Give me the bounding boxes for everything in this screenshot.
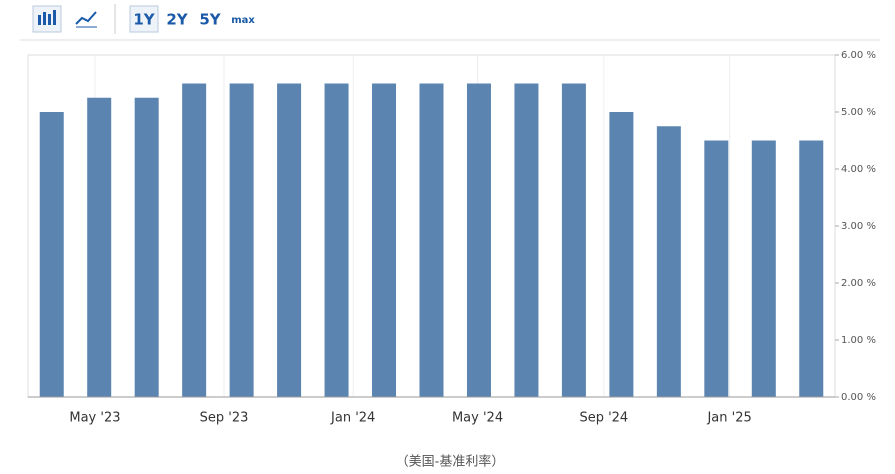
- y-tick-label: 6.00 %: [841, 50, 876, 61]
- toolbar: 1Y 2Y 5Y max: [32, 4, 255, 34]
- y-tick-label: 1.00 %: [841, 335, 876, 346]
- bar: [372, 83, 397, 397]
- range-1y[interactable]: 1Y: [133, 11, 155, 29]
- icon: [38, 15, 41, 25]
- bar: [39, 112, 64, 397]
- x-tick-label: May '24: [452, 411, 503, 426]
- x-tick-label: Jan '24: [330, 411, 375, 426]
- bar: [609, 112, 634, 397]
- bar: [799, 140, 824, 397]
- x-tick-label: Sep '24: [579, 411, 628, 426]
- line-view-button[interactable]: [75, 11, 97, 25]
- bar: [751, 140, 776, 397]
- bar: [87, 97, 112, 397]
- bar: [324, 83, 349, 397]
- range-button[interactable]: [129, 5, 159, 33]
- bar: [419, 83, 444, 397]
- bar: [561, 83, 586, 397]
- x-tick-label: May '23: [69, 411, 120, 426]
- range-5y[interactable]: 5Y: [199, 11, 221, 29]
- range-max[interactable]: max: [231, 15, 255, 26]
- bar: [182, 83, 207, 397]
- icon: [43, 12, 46, 25]
- y-tick-label: 2.00 %: [841, 278, 876, 289]
- x-tick-label: Jan '25: [706, 411, 751, 426]
- bar: [514, 83, 539, 397]
- x-tick-label: Sep '23: [200, 411, 249, 426]
- icon: [53, 10, 56, 25]
- y-tick-label: 4.00 %: [841, 164, 876, 175]
- icon: [48, 14, 51, 25]
- bar: [277, 83, 302, 397]
- y-tick-label: 5.00 %: [841, 107, 876, 118]
- bar: [229, 83, 254, 397]
- caption: （美国-基准利率）: [396, 454, 505, 470]
- bar: [134, 97, 159, 397]
- range-2y[interactable]: 2Y: [166, 11, 188, 29]
- y-tick-label: 0.00 %: [841, 392, 876, 403]
- bar-view-button[interactable]: [32, 5, 62, 33]
- bar: [704, 140, 729, 397]
- y-tick-label: 3.00 %: [841, 221, 876, 232]
- bar: [656, 126, 681, 397]
- bar: [466, 83, 491, 397]
